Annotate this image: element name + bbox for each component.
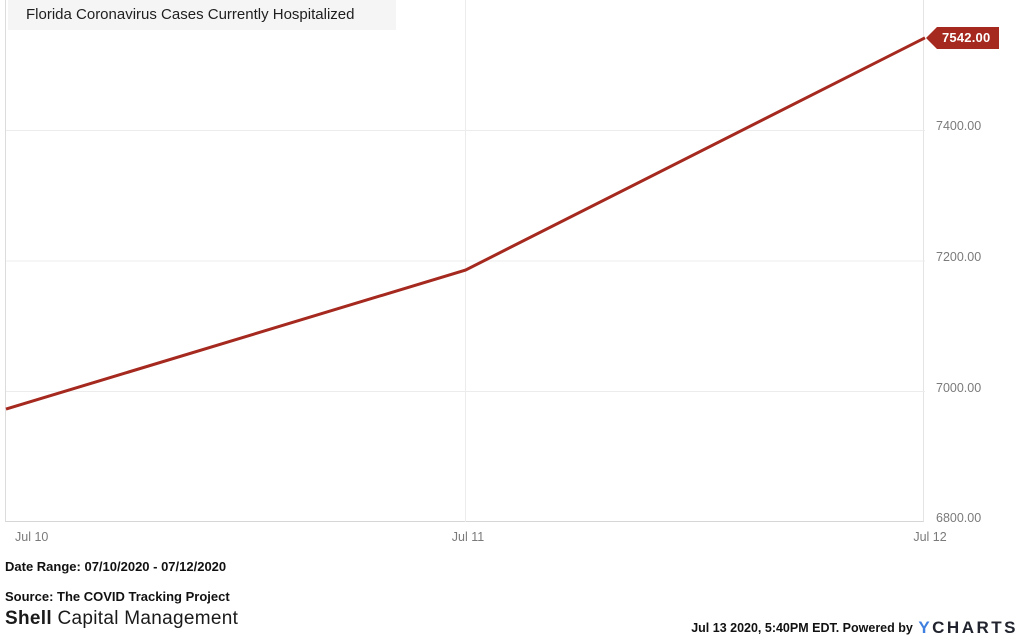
- series-line: [5, 36, 926, 411]
- brand-rest-text: Capital Management: [51, 608, 239, 629]
- line-chart-svg: [5, 0, 926, 522]
- ycharts-logo-charts: CHARTS: [932, 618, 1018, 637]
- ycharts-logo-y: Y: [918, 618, 933, 637]
- brand-bold-text: Shell: [5, 608, 52, 629]
- x-tick-label: Jul 11: [451, 530, 485, 544]
- timestamp-row: Jul 13 2020, 5:40PM EDT. Powered by YCHA…: [691, 618, 1018, 638]
- x-tick-label: Jul 12: [913, 530, 947, 544]
- y-tick-label: 7400.00: [936, 119, 982, 133]
- plot-area: [5, 0, 926, 522]
- date-range-text: Date Range: 07/10/2020 - 07/12/2020: [5, 559, 227, 574]
- y-tick-label: 7200.00: [936, 250, 982, 264]
- chart-title: Florida Coronavirus Cases Currently Hosp…: [8, 0, 396, 30]
- source-text: Source: The COVID Tracking Project: [5, 589, 230, 604]
- y-tick-label: 6800.00: [936, 511, 982, 525]
- ycharts-logo: YCHARTS: [918, 618, 1018, 638]
- x-tick-label: Jul 10: [15, 530, 49, 544]
- shell-capital-logo: Shell Capital Management: [5, 608, 238, 630]
- last-value-badge: 7542.00: [926, 27, 999, 49]
- y-tick-label: 7000.00: [936, 381, 982, 395]
- timestamp-text: Jul 13 2020, 5:40PM EDT. Powered by: [691, 621, 917, 635]
